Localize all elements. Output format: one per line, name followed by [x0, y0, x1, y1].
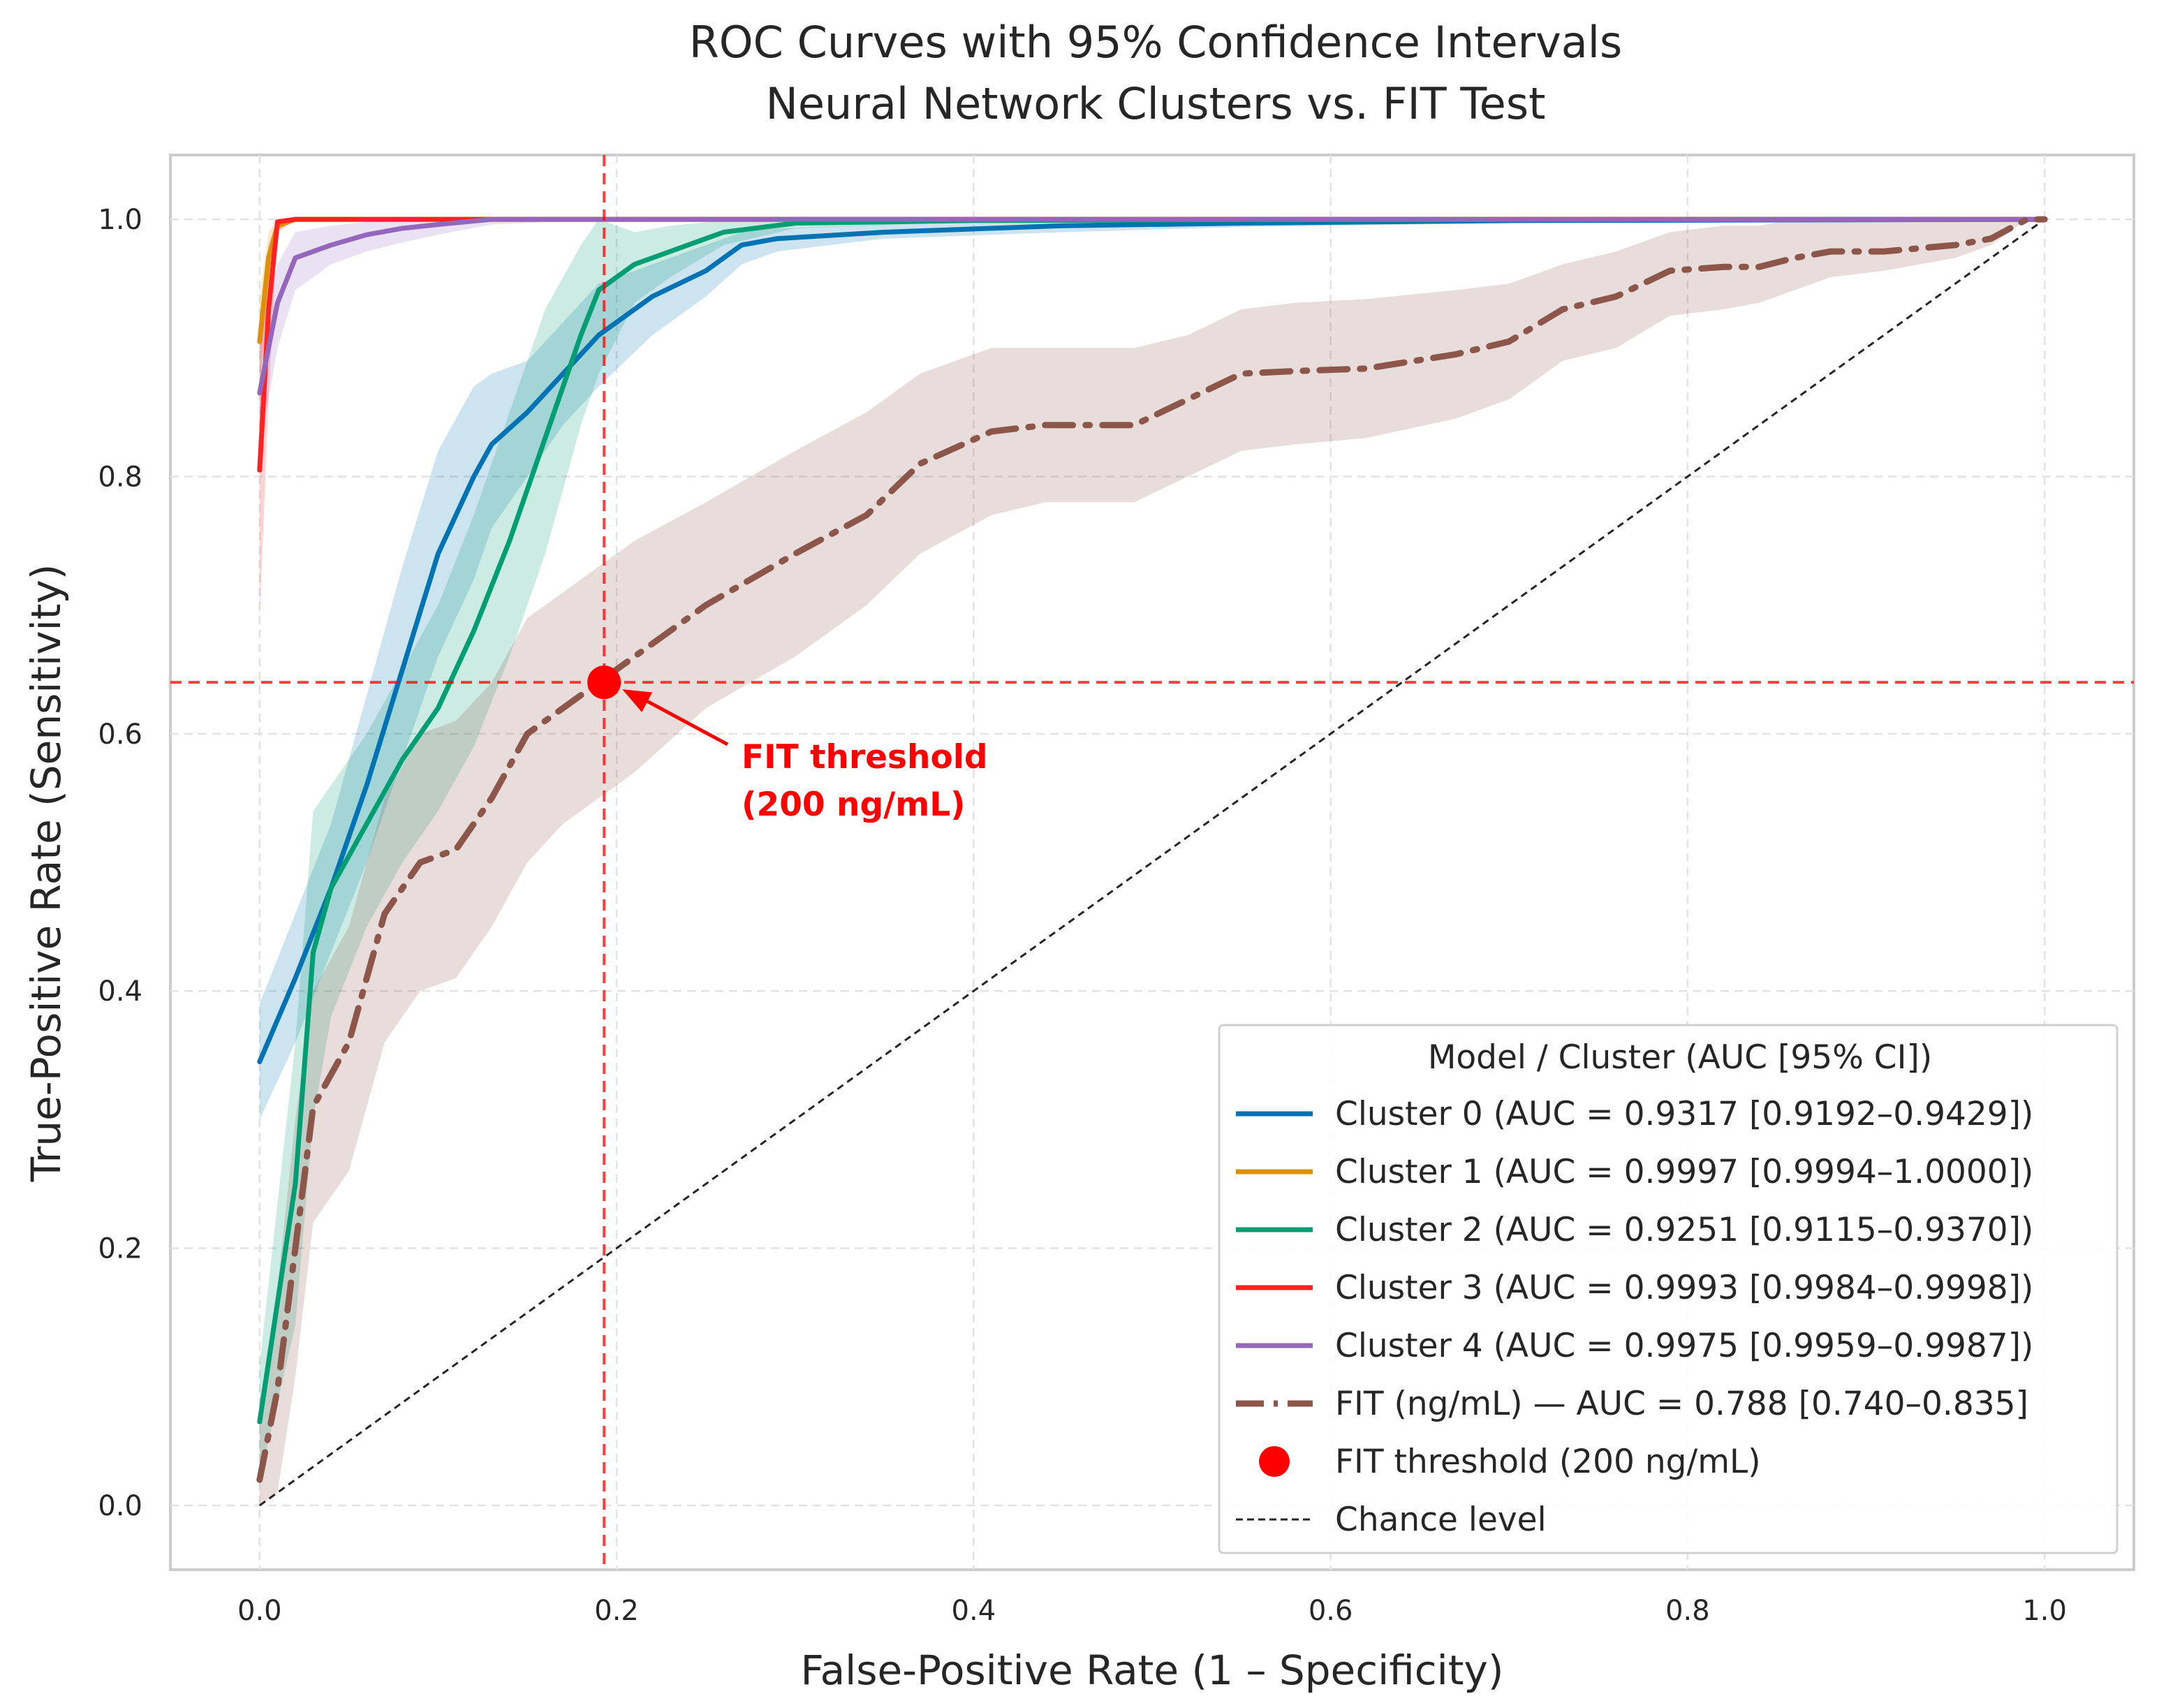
confidence-bands — [259, 219, 2045, 1505]
legend-entry-label: Cluster 2 (AUC = 0.9251 [0.9115–0.9370]) — [1335, 1211, 2033, 1249]
y-tick-label: 0.8 — [98, 461, 142, 493]
x-tick-label: 0.6 — [1309, 1595, 1353, 1627]
y-axis-label: True-Positive Rate (Sensitivity) — [22, 564, 70, 1183]
annotation-line-2: (200 ng/mL) — [742, 786, 966, 824]
y-tick-label: 1.0 — [98, 204, 142, 236]
threshold-marker-group — [587, 665, 621, 700]
annotation-line-1: FIT threshold — [742, 738, 987, 776]
roc-curve — [256, 216, 2048, 1483]
annotation-arrow-shaft — [642, 697, 729, 746]
chart-subtitle: Neural Network Clusters vs. FIT Test — [766, 78, 1546, 129]
legend-entry-label: Cluster 1 (AUC = 0.9997 [0.9994–1.0000]) — [1335, 1153, 2033, 1191]
y-tick-label: 0.6 — [98, 719, 142, 751]
legend: Model / Cluster (AUC [95% CI]) Cluster 0… — [1218, 1024, 2119, 1554]
x-tick-label: 0.0 — [237, 1595, 282, 1627]
legend-entry-label: Cluster 0 (AUC = 0.9317 [0.9192–0.9429]) — [1335, 1095, 2033, 1133]
legend-entry-label: Cluster 3 (AUC = 0.9993 [0.9984–0.9998]) — [1335, 1269, 2033, 1307]
x-axis-label: False-Positive Rate (1 – Specificity) — [801, 1647, 1504, 1694]
chance-line-group — [258, 218, 2046, 1507]
legend-title: Model / Cluster (AUC [95% CI]) — [1428, 1038, 1932, 1077]
x-tick-label: 1.0 — [2022, 1595, 2067, 1627]
y-tick-label: 0.0 — [98, 1490, 142, 1522]
legend-entry-label: FIT threshold (200 ng/mL) — [1335, 1443, 1761, 1481]
x-tick-label: 0.4 — [952, 1595, 996, 1627]
threshold-marker — [587, 665, 621, 700]
chance-line — [258, 218, 2046, 1507]
roc-lines — [256, 216, 2048, 1483]
roc-curve — [257, 216, 2047, 1064]
legend-entry-label: Chance level — [1335, 1501, 1547, 1539]
annotation-arrow-head — [622, 689, 653, 712]
ci-band — [259, 219, 2045, 1505]
chart-title: ROC Curves with 95% Confidence Intervals — [689, 17, 1623, 68]
annotation-group: FIT threshold (200 ng/mL) — [622, 689, 988, 824]
x-tick-label: 0.2 — [594, 1595, 639, 1627]
x-tick-label: 0.8 — [1665, 1595, 1710, 1627]
legend-items: Cluster 0 (AUC = 0.9317 [0.9192–0.9429])… — [1236, 1095, 2033, 1539]
legend-entry-label: Cluster 4 (AUC = 0.9975 [0.9959–0.9987]) — [1335, 1327, 2033, 1365]
y-tick-label: 0.2 — [98, 1233, 142, 1265]
legend-box — [1218, 1024, 2119, 1554]
roc-curve — [257, 216, 2047, 1424]
legend-threshold-marker — [1259, 1446, 1290, 1477]
y-tick-label: 0.4 — [98, 976, 142, 1008]
roc-curve — [257, 216, 2047, 396]
legend-entry-label: FIT (ng/mL) — AUC = 0.788 [0.740–0.835] — [1335, 1385, 2028, 1423]
tick-labels: 0.0 0.2 0.4 0.6 0.8 1.0 0.0 0.2 0.4 0.6 0.8 1.0 — [98, 204, 2067, 1627]
threshold-reference-lines — [170, 155, 2134, 1570]
